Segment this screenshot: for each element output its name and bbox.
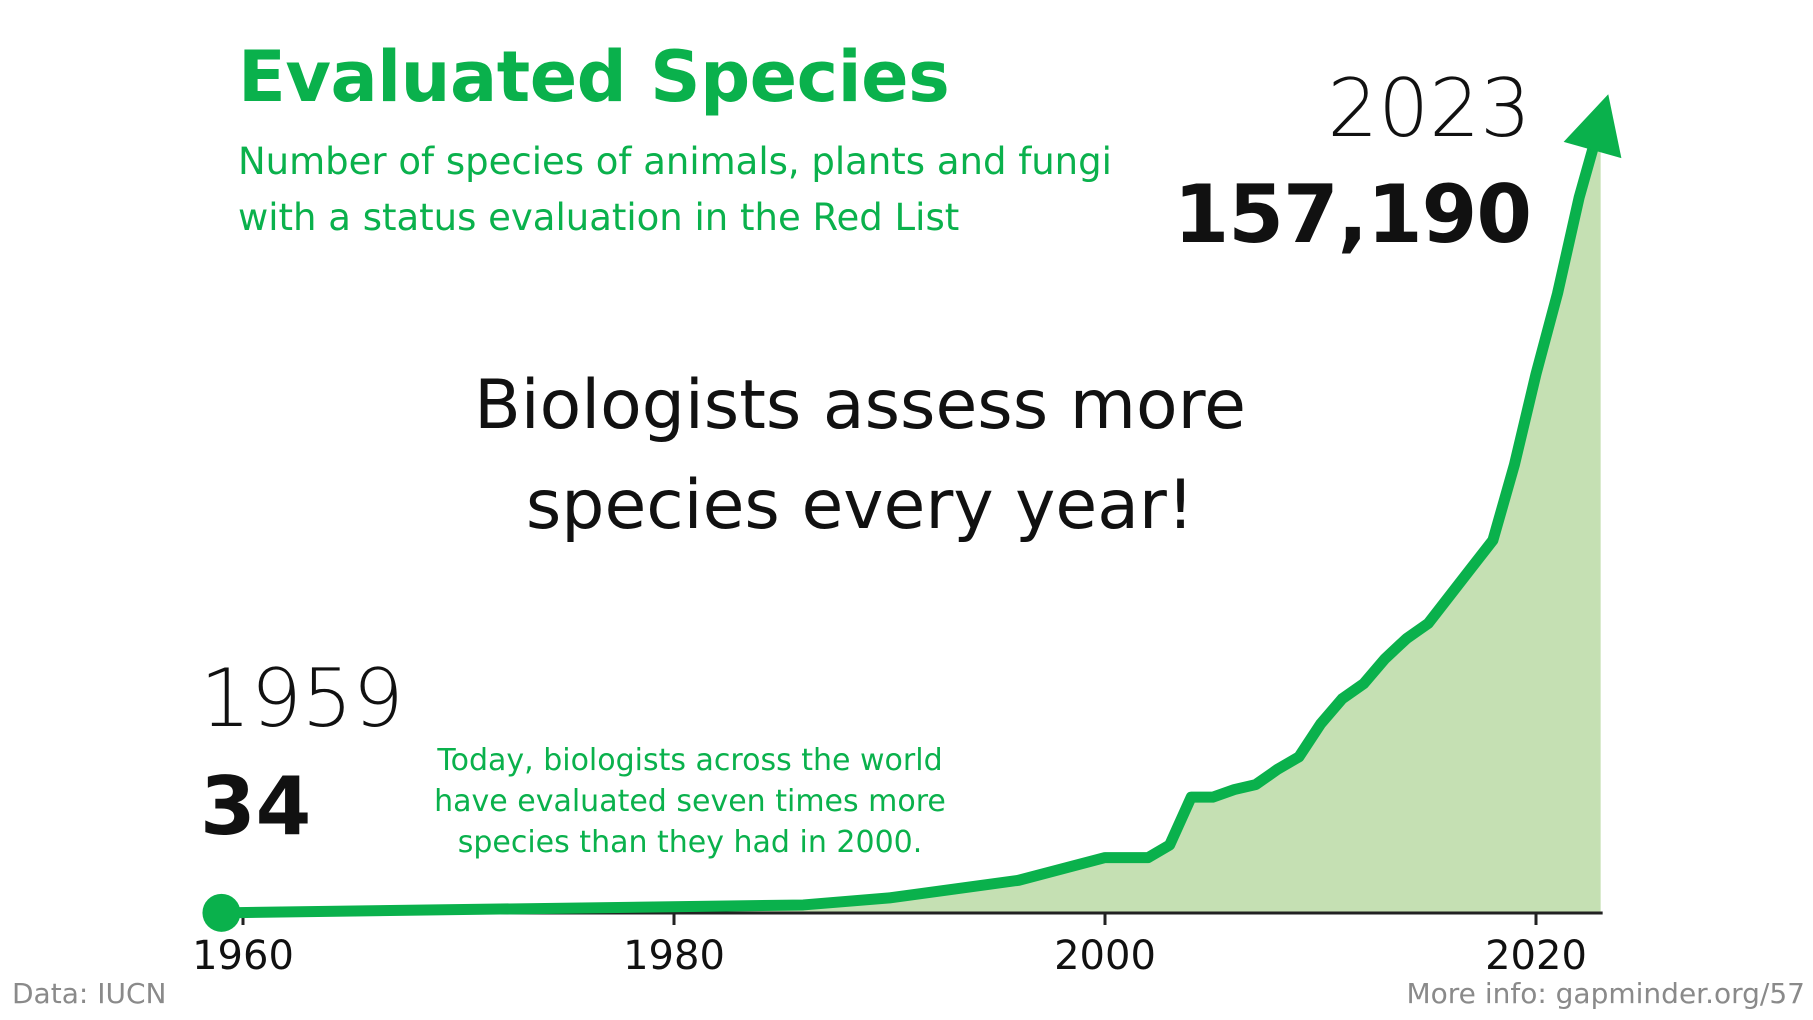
x-tick-label: 2020	[1485, 933, 1587, 979]
headline-line-2: species every year!	[525, 466, 1195, 545]
subtitle-line-2: with a status evaluation in the Red List	[238, 196, 960, 239]
x-tick-label: 2000	[1054, 933, 1156, 979]
start-value-label: 34	[200, 760, 312, 853]
headline: Biologists assess more species every yea…	[420, 356, 1300, 556]
note-line-3: species than they had in 2000.	[457, 825, 923, 860]
note-line-2: have evaluated seven times more	[434, 784, 946, 819]
start-year-label: 1959	[200, 652, 404, 745]
start-point-marker	[202, 893, 241, 932]
end-arrow-icon	[1563, 94, 1622, 159]
note-line-1: Today, biologists across the world	[437, 743, 943, 778]
chart-subtitle: Number of species of animals, plants and…	[238, 134, 1112, 246]
chart-title: Evaluated Species	[238, 36, 950, 118]
x-tick-label: 1980	[623, 933, 725, 979]
subtitle-line-1: Number of species of animals, plants and…	[238, 140, 1112, 183]
end-year-label: 2023	[1327, 62, 1531, 155]
series-line	[215, 115, 1607, 919]
x-tick-label: 1960	[192, 933, 294, 979]
more-info-link[interactable]: More info: gapminder.org/57	[1406, 977, 1806, 1010]
source-label: Data: IUCN	[12, 977, 167, 1010]
end-value-label: 157,190	[1173, 168, 1532, 261]
annotation-note: Today, biologists across the world have …	[420, 740, 960, 863]
headline-line-1: Biologists assess more	[474, 366, 1246, 445]
area-fill	[221, 121, 1601, 913]
